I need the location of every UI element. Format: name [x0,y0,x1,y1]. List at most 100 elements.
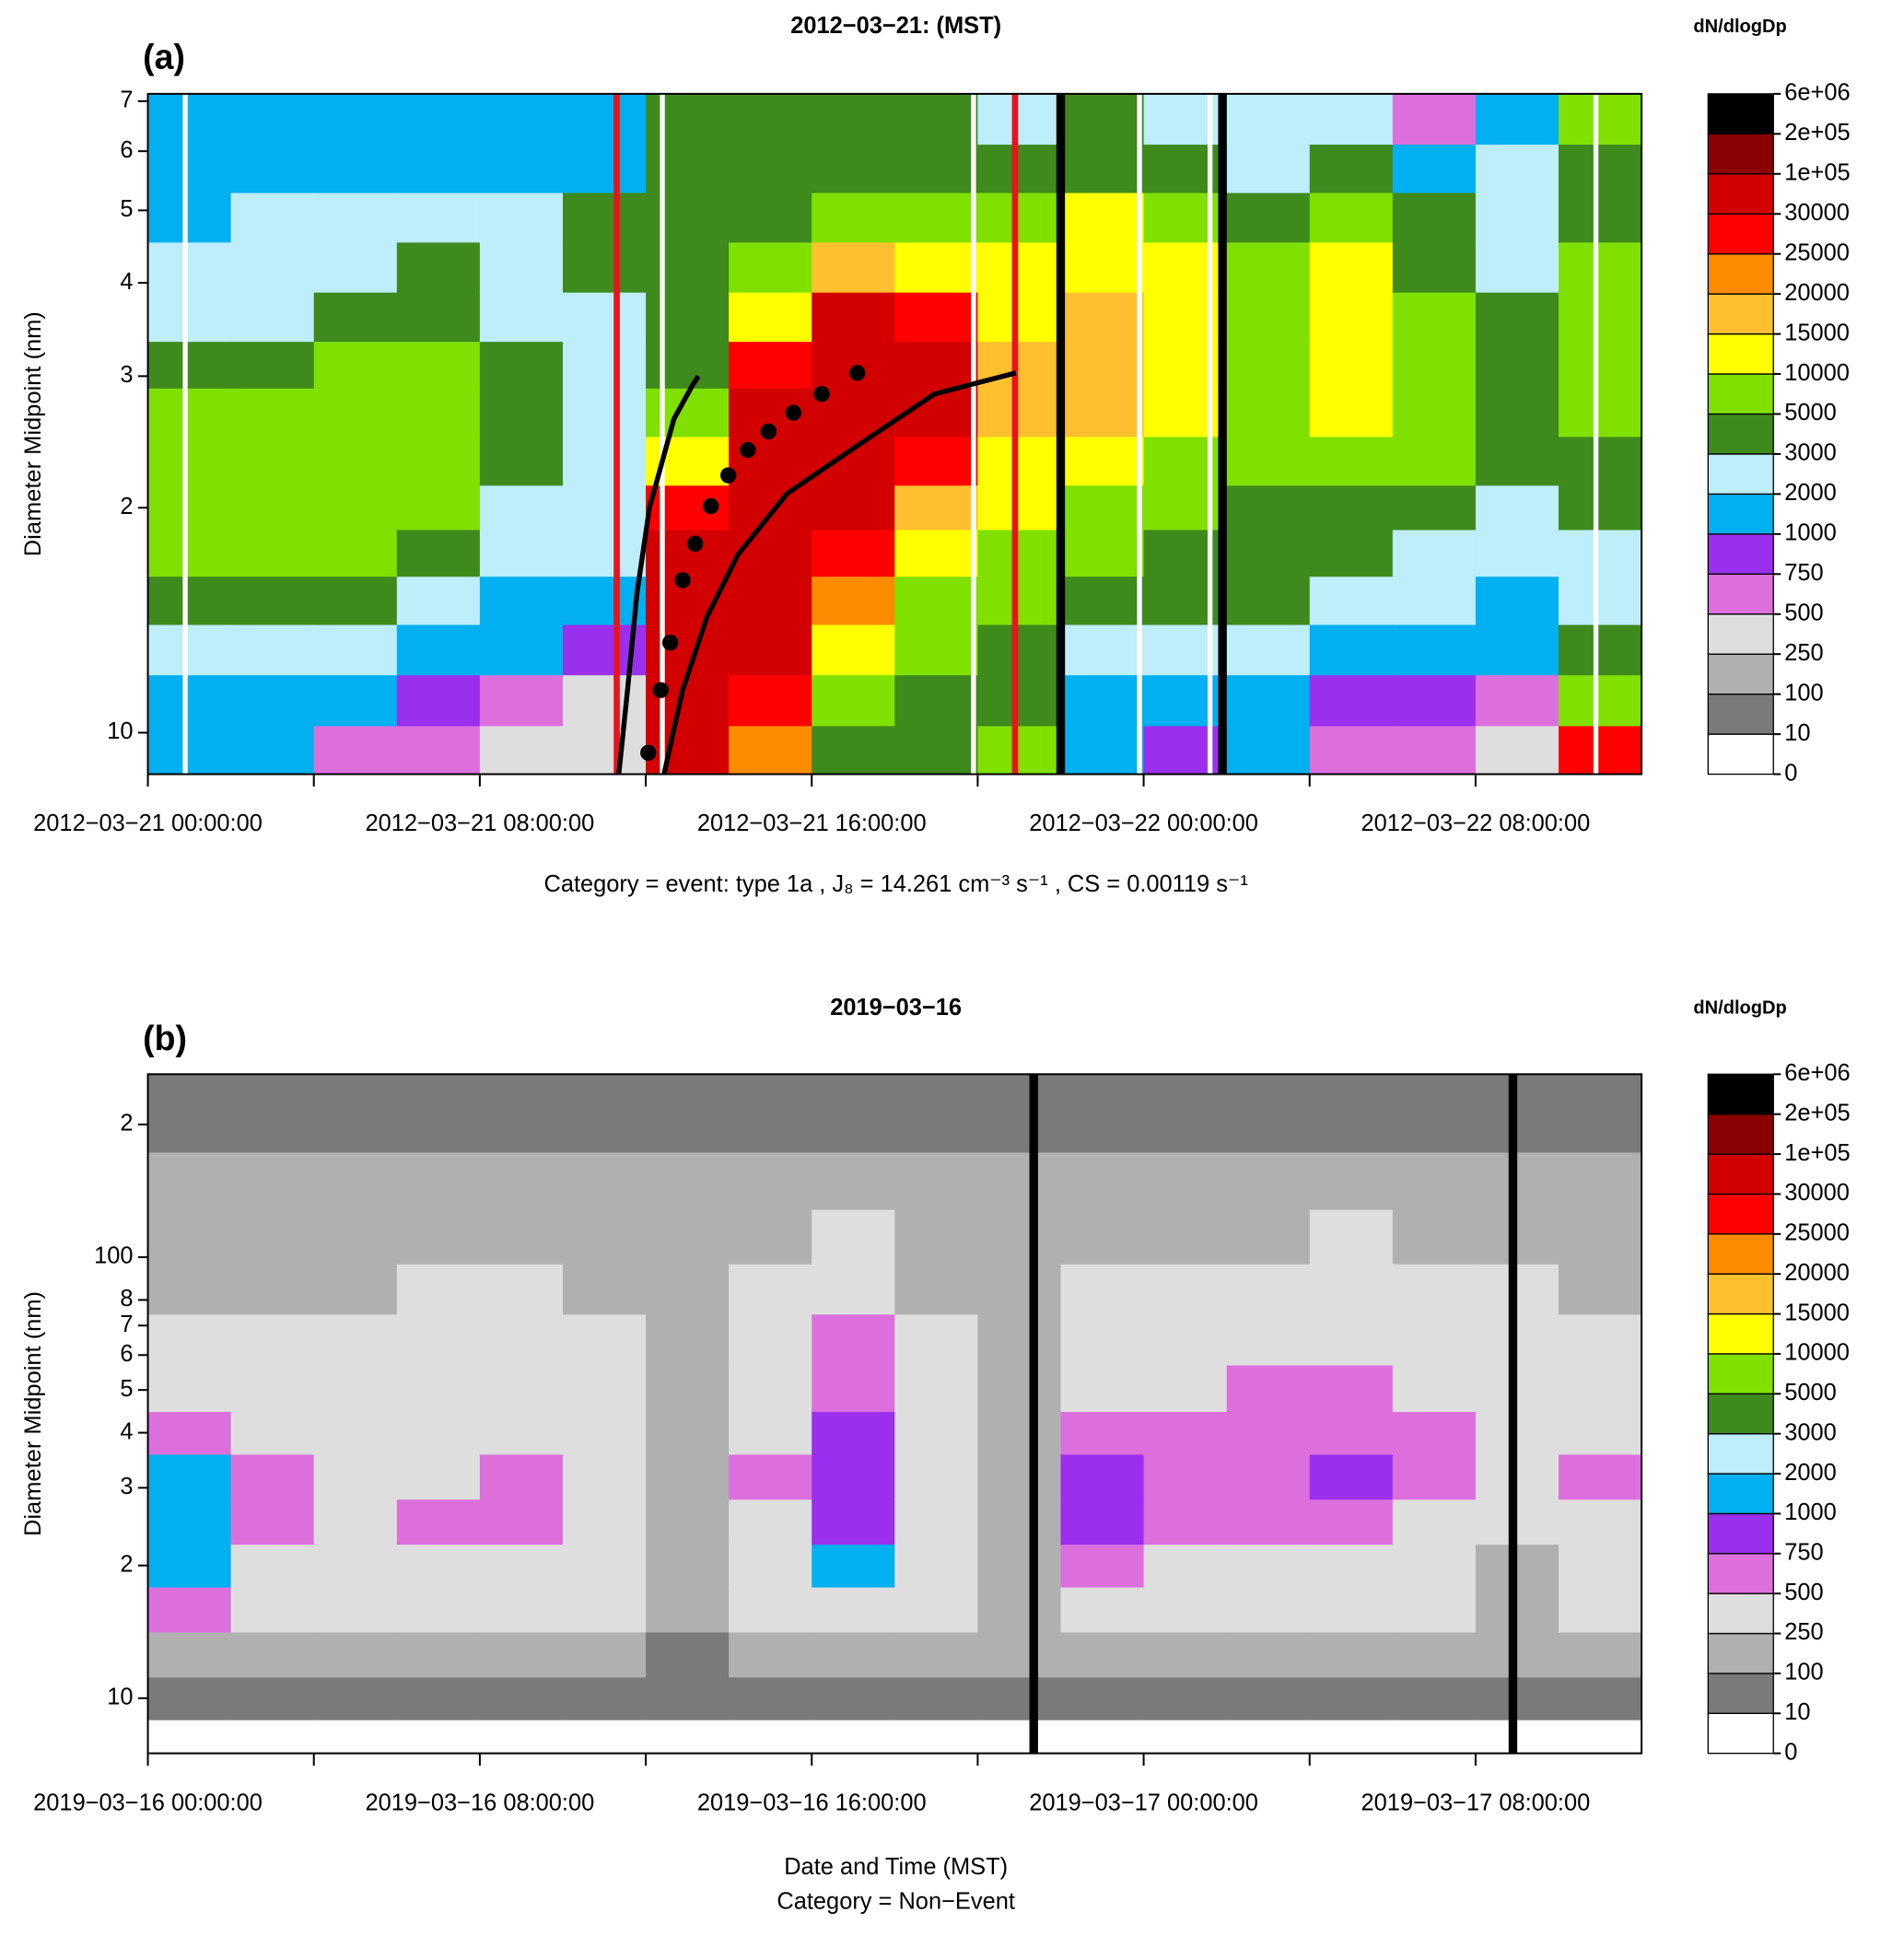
contour-cell [396,1631,481,1678]
contour-cell [562,192,647,243]
y-tick-label: 3 [120,362,133,388]
contour-cell [812,529,895,577]
contour-cell [1558,1411,1642,1455]
contour-cell [1392,1586,1477,1633]
colorbar-cell [1707,733,1774,776]
contour-cell [1143,144,1228,193]
contour-cell [1060,576,1145,625]
contour-cell [812,1106,895,1153]
contour-cell [396,529,481,577]
contour-cell [1392,388,1477,437]
contour-cell [1226,1453,1311,1500]
contour-cell [646,341,730,389]
contour-cell [977,1676,1062,1720]
contour-cell [729,93,812,146]
contour-cell [396,1411,481,1455]
colorbar-cell [1707,493,1774,535]
contour-cell [1558,1364,1642,1413]
contour-cell [396,1208,481,1265]
contour-cell [147,292,232,343]
contour-cell [894,1631,979,1678]
contour-cell [1309,576,1394,625]
contour-cell [1226,1151,1311,1210]
colorbar-label: 750 [1784,560,1823,586]
contour-cell [894,1453,979,1500]
contour-cell [1558,1544,1642,1588]
contour-cell [1475,1313,1559,1366]
contour-cell [1226,341,1311,389]
contour-cell [812,1544,895,1588]
contour-cell [1475,1364,1559,1413]
colorbar-label: 2000 [1784,1460,1837,1486]
contour-cell [147,436,232,486]
contour-cell [729,1208,812,1265]
contour-cell [1558,674,1642,727]
contour-cell [1309,292,1394,343]
contour-cell [479,388,564,437]
contour-cell [729,1720,812,1755]
contour-cell [147,192,232,243]
contour-cell [1475,1453,1559,1500]
contour-cell [147,93,232,146]
x-tick-label: 2012−03−22 08:00:00 [1361,811,1591,836]
contour-cell [1226,1676,1311,1720]
contour-cell [1475,388,1559,437]
colorbar-label: 1e+05 [1784,1140,1850,1166]
colorbar-cell [1707,533,1774,575]
contour-cell [729,1364,812,1413]
contour-cell [1392,1364,1477,1413]
contour-cell [1143,1106,1228,1153]
contour-cell [646,1676,730,1720]
contour-cell [1143,1499,1228,1545]
contour-cell [147,1313,232,1366]
contour-cell [1392,576,1477,625]
contour-cell [812,1720,895,1755]
contour-cell [1558,1264,1642,1315]
contour-cell [977,1720,1062,1755]
contour-cell [1309,1411,1394,1455]
colorbar-label: 6e+06 [1784,1060,1850,1086]
contour-cell [562,436,647,486]
contour-cell [1226,1074,1311,1108]
contour-cell [562,674,647,727]
contour-cell [147,1074,232,1108]
caption: Category = Non−Event [777,1889,1015,1915]
contour-cell [1475,484,1559,531]
contour-cell [396,484,481,531]
contour-cell [1143,93,1228,146]
contour-cell [1475,1631,1559,1678]
colorbar-cell [1707,1512,1774,1555]
contour-cell [1392,1544,1477,1588]
contour-cell [1143,1631,1228,1678]
contour-cell [894,1151,979,1210]
contour-cell [313,1313,398,1366]
contour-cell [894,484,979,531]
colorbar-label: 100 [1784,1660,1823,1685]
colorbar-cell [1707,213,1774,255]
contour-cell [147,1208,232,1265]
contour-cell [894,576,979,625]
y-tick-label: 5 [120,196,133,222]
contour-cell [1309,1364,1394,1413]
colorbar-cell [1707,1312,1774,1355]
contour-cell [894,674,979,727]
contour-cell [977,1364,1062,1413]
x-axis-label: Date and Time (MST) [784,1854,1008,1880]
y-tick-label: 7 [120,1312,133,1337]
contour-cell [1558,1106,1642,1153]
contour-cell [646,1720,730,1755]
colorbar-cell [1707,1592,1774,1635]
colorbar-label: 500 [1784,1580,1823,1605]
contour-cell [1143,1544,1228,1588]
contour-cell [894,1499,979,1545]
contour-cell [977,1499,1062,1545]
contour-cell [396,624,481,676]
y-tick-label: 10 [107,1685,133,1710]
contour-cell [977,1544,1062,1588]
contour-cell [230,576,315,625]
colorbar-cell [1707,1712,1774,1755]
x-tick-label: 2012−03−21 08:00:00 [366,811,595,836]
colorbar-title: dN/dlogDp [1693,998,1786,1019]
contour-cell [729,1313,812,1366]
